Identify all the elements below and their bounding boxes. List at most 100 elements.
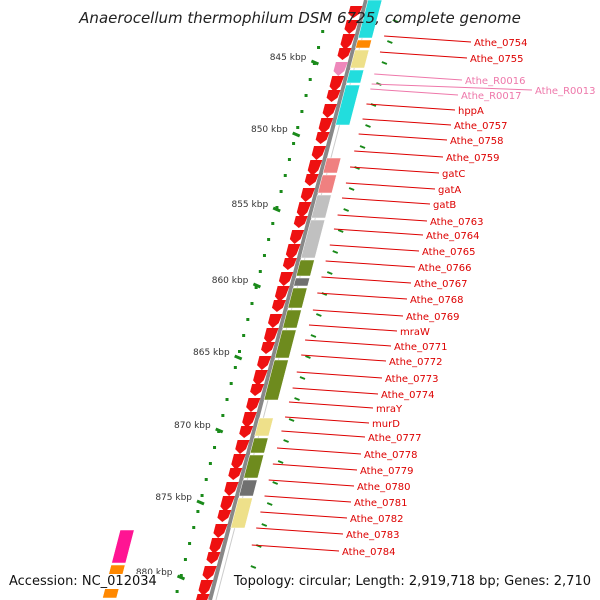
cog-block [282, 309, 302, 329]
gene-arrow [318, 118, 334, 134]
ruler-tick-label: 875 kbp [155, 493, 192, 503]
gene-arrow [213, 524, 228, 538]
strand-tick [299, 376, 306, 380]
label-leader-line [384, 35, 472, 43]
gene-label: Athe_0769 [406, 312, 460, 323]
gene-arrow [267, 314, 283, 328]
gene-arrow [246, 398, 261, 412]
label-leader-line [362, 118, 452, 126]
gene-arrow [326, 90, 341, 102]
label-leader-line [358, 133, 448, 141]
ruler-dot [287, 158, 291, 161]
gene-arrow [198, 580, 214, 596]
gene-arrow [307, 160, 323, 176]
gene-arrow [261, 342, 276, 354]
ruler-major-tick [292, 131, 301, 138]
gene-arrow [289, 230, 305, 244]
ruler-tick-label: 865 kbp [193, 348, 230, 358]
gene-label: Athe_0759 [446, 153, 500, 164]
accession-label: Accession: [9, 574, 78, 589]
map-band [29, 0, 365, 600]
label-leader-line [337, 214, 428, 222]
gene-label: Athe_0782 [350, 514, 404, 525]
label-leader-line [374, 73, 463, 81]
strand-tick [288, 418, 295, 422]
gene-label: Athe_0784 [342, 547, 396, 558]
ruler-tick-label: 870 kbp [174, 421, 211, 431]
ruler-tick-label: 845 kbp [270, 53, 307, 63]
ruler-dot [246, 318, 250, 321]
gene-label: Athe_0771 [394, 342, 448, 353]
ruler-dot [213, 446, 217, 449]
gene-arrow [329, 76, 345, 92]
gene-arrow [282, 258, 297, 270]
strand-tick [250, 565, 257, 569]
label-leader-line [371, 83, 533, 91]
ruler-tick-label: 860 kbp [212, 276, 249, 286]
label-leader-line [354, 150, 444, 158]
ruler-dot [254, 286, 258, 289]
label-leader-line [281, 430, 366, 438]
label-leader-line [312, 309, 404, 317]
cog-block [346, 69, 365, 84]
label-leader-line [379, 51, 468, 59]
gene-label: Athe_R0017 [461, 91, 521, 102]
gene-label: Athe_0763 [430, 217, 484, 228]
strand-tick [261, 523, 268, 527]
gene-label: Athe_0783 [346, 530, 400, 541]
ruler-dot [188, 542, 192, 545]
gene-label: Athe_0780 [357, 482, 411, 493]
ruler-dot [242, 334, 246, 337]
cog-block [287, 287, 308, 309]
ruler-dot [258, 270, 262, 273]
label-leader-line [288, 401, 374, 409]
ruler-dot [300, 110, 304, 113]
gene-label: Athe_R0013 [535, 86, 595, 97]
gene-label: Athe_R0016 [465, 76, 525, 87]
gene-label: mraW [400, 327, 430, 338]
strand-tick [348, 187, 355, 191]
gene-label: murD [372, 419, 400, 430]
label-leader-line [292, 387, 379, 395]
gene-arrow [322, 104, 337, 118]
ruler-major-tick [196, 499, 205, 506]
gene-label: Athe_0767 [414, 279, 468, 290]
cog-block [357, 0, 383, 39]
cog-block [293, 277, 311, 287]
gene-label: Athe_0774 [381, 390, 435, 401]
gene-label: Athe_0758 [450, 136, 504, 147]
label-leader-line [317, 292, 408, 300]
label-leader-line [366, 103, 456, 111]
label-leader-line [272, 463, 358, 471]
strand-tick [272, 481, 279, 485]
gene-arrow [231, 454, 246, 470]
gene-label: Athe_0766 [418, 263, 472, 274]
label-leader-line [305, 339, 392, 347]
gene-label: Athe_0772 [389, 357, 443, 368]
gene-arrow [206, 552, 221, 564]
backbone-line [208, 0, 368, 600]
label-leader-line [370, 88, 459, 96]
ruler-dot [225, 398, 229, 401]
cog-block [254, 417, 274, 437]
ruler-dot [221, 414, 225, 417]
cog-block [300, 219, 326, 259]
ruler-dot [204, 478, 208, 481]
ruler-tick-label: 850 kbp [251, 125, 288, 135]
gene-arrow [195, 594, 210, 600]
gene-arrow [285, 244, 301, 260]
label-leader-line [285, 416, 370, 424]
cog-block [355, 39, 372, 49]
ruler-dot [267, 238, 271, 241]
map-title: Anaerocellum thermophilum DSM 6725, comp… [79, 9, 521, 27]
gene-arrow [250, 384, 265, 396]
gene-arrow [278, 272, 294, 286]
gene-arrow [340, 34, 356, 50]
ruler-dot [208, 462, 212, 465]
cog-block [317, 174, 337, 194]
strand-tick [283, 439, 289, 443]
ruler-dot [308, 78, 312, 81]
gene-arrow [274, 286, 290, 302]
strand-tick [337, 229, 344, 233]
strand-tick [294, 397, 300, 401]
